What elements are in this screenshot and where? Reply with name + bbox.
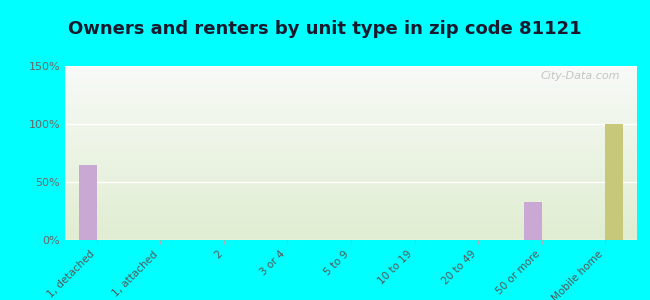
Bar	[605, 124, 623, 240]
Text: City-Data.com: City-Data.com	[540, 71, 620, 81]
Bar	[79, 165, 97, 240]
Text: Owners and renters by unit type in zip code 81121: Owners and renters by unit type in zip c…	[68, 20, 582, 38]
Bar	[524, 202, 541, 240]
